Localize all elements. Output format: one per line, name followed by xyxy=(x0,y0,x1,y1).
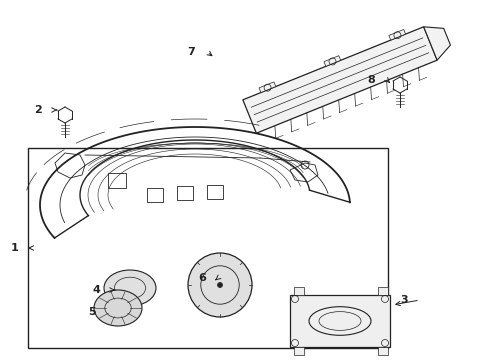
Bar xyxy=(378,347,388,355)
Text: 4: 4 xyxy=(92,285,100,295)
Bar xyxy=(147,188,163,202)
Bar xyxy=(28,148,388,348)
Bar xyxy=(108,173,126,188)
Bar xyxy=(378,287,388,295)
Text: 5: 5 xyxy=(88,307,96,317)
Text: 1: 1 xyxy=(10,243,18,253)
Ellipse shape xyxy=(94,290,142,326)
Bar xyxy=(294,347,304,355)
Bar xyxy=(177,186,193,200)
Bar xyxy=(207,185,223,199)
Text: 7: 7 xyxy=(187,47,195,57)
Polygon shape xyxy=(424,27,450,60)
Polygon shape xyxy=(324,56,341,66)
Polygon shape xyxy=(389,30,406,40)
Text: 3: 3 xyxy=(400,295,408,305)
Text: 2: 2 xyxy=(34,105,42,115)
Polygon shape xyxy=(243,27,437,133)
Text: 6: 6 xyxy=(198,273,206,283)
Ellipse shape xyxy=(218,283,222,288)
Polygon shape xyxy=(259,82,276,93)
Ellipse shape xyxy=(188,253,252,317)
Ellipse shape xyxy=(104,270,156,306)
Bar xyxy=(290,295,390,347)
Text: 8: 8 xyxy=(367,75,375,85)
Bar xyxy=(294,287,304,295)
